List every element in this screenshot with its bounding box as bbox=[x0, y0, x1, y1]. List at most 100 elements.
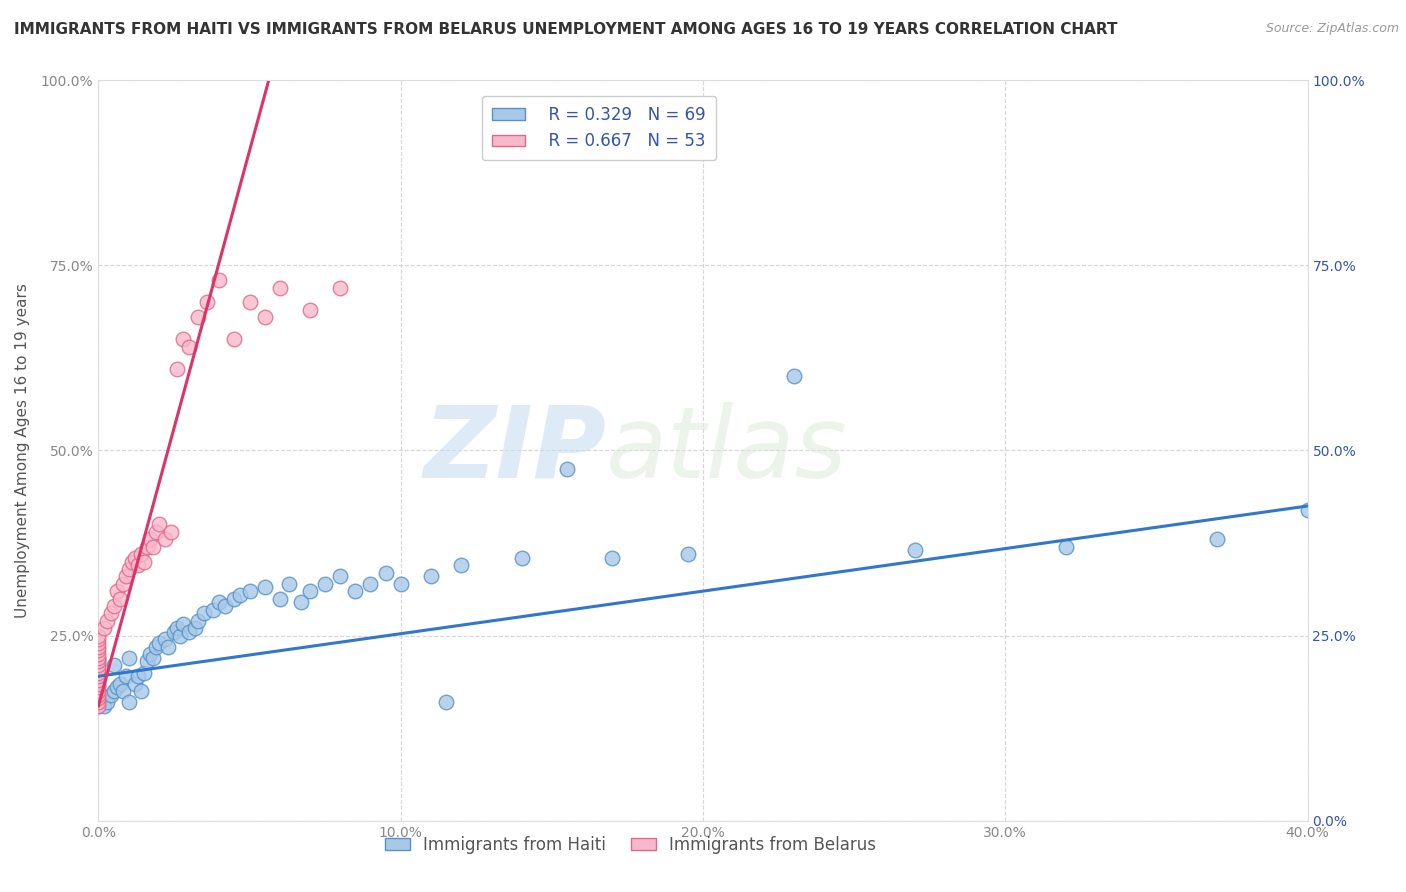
Point bbox=[96, 614, 118, 628]
Point bbox=[269, 591, 291, 606]
Point bbox=[208, 595, 231, 609]
Point bbox=[229, 588, 252, 602]
Point bbox=[100, 688, 122, 702]
Point bbox=[193, 607, 215, 621]
Point bbox=[253, 581, 276, 595]
Point bbox=[87, 665, 110, 680]
Point bbox=[114, 669, 136, 683]
Point bbox=[129, 684, 152, 698]
Point bbox=[100, 607, 122, 621]
Point bbox=[434, 695, 457, 709]
Point bbox=[253, 310, 276, 325]
Point bbox=[374, 566, 396, 580]
Point bbox=[179, 340, 201, 354]
Point bbox=[172, 617, 194, 632]
Point bbox=[139, 647, 162, 661]
Point bbox=[142, 540, 165, 554]
Point bbox=[239, 295, 262, 310]
Point bbox=[87, 681, 110, 695]
Point bbox=[132, 665, 155, 680]
Point bbox=[314, 576, 336, 591]
Point bbox=[87, 636, 110, 650]
Point bbox=[450, 558, 472, 573]
Point bbox=[239, 584, 262, 599]
Point bbox=[87, 658, 110, 673]
Point bbox=[108, 591, 131, 606]
Point bbox=[96, 695, 118, 709]
Point bbox=[224, 332, 246, 346]
Text: atlas: atlas bbox=[606, 402, 848, 499]
Point bbox=[139, 533, 162, 547]
Point bbox=[124, 550, 146, 565]
Point bbox=[329, 569, 352, 583]
Point bbox=[118, 562, 141, 576]
Point bbox=[87, 669, 110, 683]
Point bbox=[156, 640, 179, 654]
Point bbox=[87, 647, 110, 661]
Point bbox=[224, 591, 246, 606]
Point bbox=[118, 650, 141, 665]
Point bbox=[103, 684, 125, 698]
Point bbox=[87, 673, 110, 687]
Point bbox=[187, 614, 209, 628]
Point bbox=[87, 632, 110, 647]
Y-axis label: Unemployment Among Ages 16 to 19 years: Unemployment Among Ages 16 to 19 years bbox=[15, 283, 30, 618]
Point bbox=[87, 658, 110, 673]
Point bbox=[121, 555, 143, 569]
Point bbox=[166, 621, 188, 635]
Point bbox=[87, 643, 110, 657]
Point bbox=[153, 533, 176, 547]
Point bbox=[290, 595, 312, 609]
Point bbox=[1054, 540, 1077, 554]
Point bbox=[135, 540, 157, 554]
Point bbox=[129, 547, 152, 561]
Point bbox=[163, 624, 186, 639]
Point bbox=[148, 636, 170, 650]
Point bbox=[87, 676, 110, 690]
Point bbox=[510, 550, 533, 565]
Point bbox=[142, 650, 165, 665]
Legend: Immigrants from Haiti, Immigrants from Belarus: Immigrants from Haiti, Immigrants from B… bbox=[378, 829, 883, 861]
Point bbox=[124, 676, 146, 690]
Point bbox=[87, 655, 110, 669]
Point bbox=[202, 602, 225, 616]
Point bbox=[87, 650, 110, 665]
Point bbox=[132, 555, 155, 569]
Point bbox=[87, 669, 110, 683]
Point bbox=[87, 628, 110, 642]
Point bbox=[602, 550, 624, 565]
Point bbox=[127, 558, 149, 573]
Point bbox=[87, 684, 110, 698]
Point bbox=[87, 698, 110, 713]
Point bbox=[93, 698, 115, 713]
Point bbox=[555, 462, 578, 476]
Point bbox=[87, 650, 110, 665]
Point bbox=[87, 640, 110, 654]
Point bbox=[118, 695, 141, 709]
Point bbox=[87, 688, 110, 702]
Point bbox=[1296, 502, 1319, 516]
Point bbox=[87, 662, 110, 676]
Point bbox=[87, 684, 110, 698]
Point bbox=[111, 576, 134, 591]
Point bbox=[214, 599, 236, 613]
Point bbox=[299, 584, 322, 599]
Point bbox=[87, 676, 110, 690]
Point bbox=[420, 569, 443, 583]
Point bbox=[208, 273, 231, 287]
Point bbox=[148, 517, 170, 532]
Point bbox=[105, 681, 128, 695]
Point bbox=[145, 524, 167, 539]
Point bbox=[105, 584, 128, 599]
Point bbox=[93, 621, 115, 635]
Point bbox=[87, 698, 110, 713]
Point bbox=[87, 695, 110, 709]
Point bbox=[329, 280, 352, 294]
Point bbox=[108, 676, 131, 690]
Point bbox=[145, 640, 167, 654]
Point bbox=[360, 576, 382, 591]
Point bbox=[389, 576, 412, 591]
Point bbox=[135, 655, 157, 669]
Point bbox=[1206, 533, 1229, 547]
Point bbox=[87, 662, 110, 676]
